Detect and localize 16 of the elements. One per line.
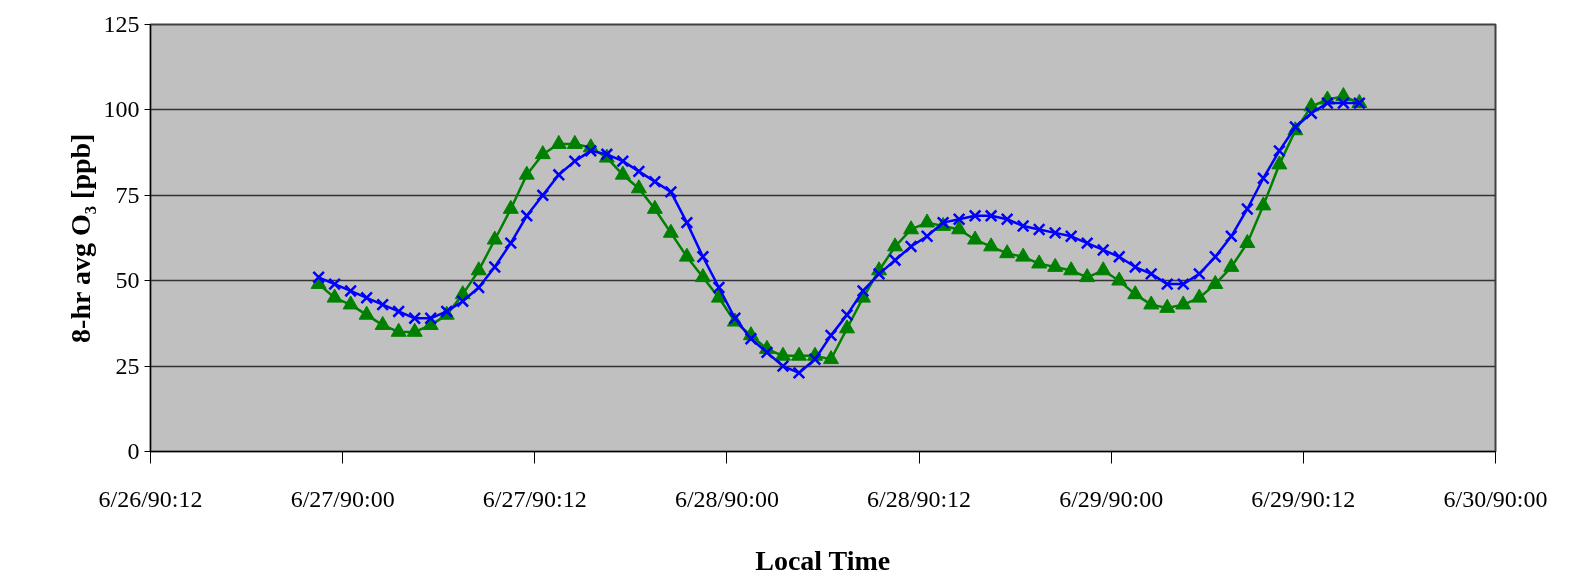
x-tick-label: 6/29/90:00 [1059,485,1164,512]
x-tick-label: 6/27/90:00 [290,485,395,512]
y-tick-label: 100 [103,96,140,123]
x-tick-label: 6/30/90:00 [1443,485,1548,512]
x-tick-label: 6/28/90:12 [867,485,972,512]
y-axis-title: 8-hr avg O₃ [ppb] [64,133,96,343]
y-tick-label: 25 [115,352,140,379]
x-tick-label: 6/29/90:12 [1251,485,1356,512]
x-tick-label: 6/26/90:12 [98,485,203,512]
x-tick-label: 6/28/90:00 [674,485,779,512]
x-axis-title: Local Time [755,544,891,576]
x-tick-label: 6/27/90:12 [482,485,587,512]
y-tick-label: 0 [127,438,140,464]
y-tick-label: 50 [115,267,140,294]
y-tick-label: 75 [115,181,140,208]
y-tick-label: 125 [103,11,140,37]
